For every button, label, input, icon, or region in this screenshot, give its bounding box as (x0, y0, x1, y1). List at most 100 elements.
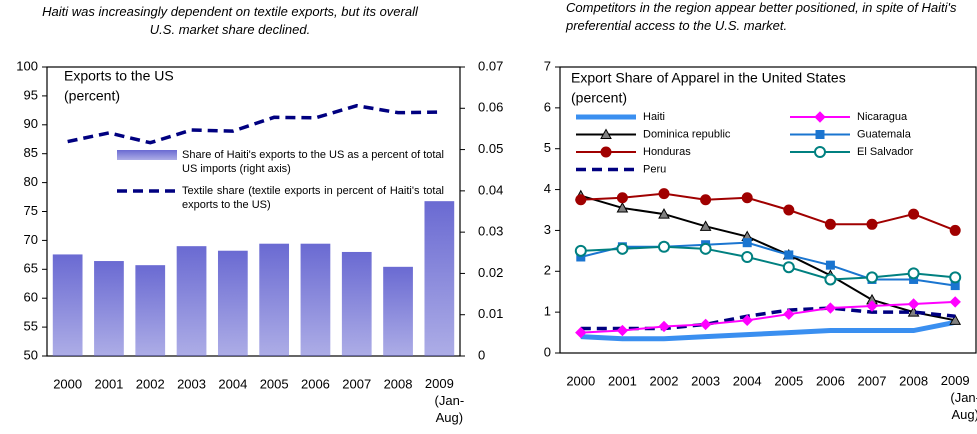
chart-title: Export Share of Apparel in the United St… (571, 70, 846, 86)
x-tick-label: 2003 (691, 373, 720, 388)
marker (616, 242, 629, 255)
x-tick-label: 2004 (733, 373, 762, 388)
x-tick-label: 2004 (218, 376, 247, 391)
legend-label: Peru (643, 163, 666, 175)
legend-swatch (117, 150, 177, 160)
bar (424, 201, 455, 356)
marker (616, 324, 629, 337)
y-tick-label: 7 (544, 58, 551, 73)
y2-tick-label: 0.01 (478, 306, 503, 321)
x-tick-label: 2009(Jan-Aug) (425, 376, 464, 425)
x-tick-label: 2009(Jan-Aug) (941, 373, 977, 422)
marker (616, 201, 629, 213)
marker (741, 192, 753, 204)
line (580, 319, 956, 342)
legend-label: El Salvador (857, 146, 914, 158)
chart-title: Exports to the US (64, 68, 174, 84)
plot-frame (559, 66, 977, 354)
marker (742, 238, 752, 248)
y-tick-label: 65 (24, 261, 38, 276)
marker (908, 208, 920, 220)
legend-label: Dominica republic (643, 128, 731, 140)
marker (658, 240, 670, 253)
marker (782, 261, 795, 274)
bar (383, 266, 413, 356)
bar (135, 265, 166, 356)
bar (52, 254, 83, 356)
x-tick-label: 2007 (342, 376, 371, 391)
marker (949, 314, 962, 325)
x-tick-label: 2001 (94, 376, 123, 391)
line (580, 192, 956, 232)
x-tick-label: 2006 (816, 373, 845, 388)
marker (824, 218, 836, 230)
chart-subtitle: (percent) (64, 88, 120, 104)
y-tick-label: 100 (16, 58, 38, 73)
marker (700, 194, 712, 206)
line (580, 194, 956, 322)
legend-label: Nicaragua (857, 111, 908, 123)
y2-tick-label: 0.06 (478, 100, 503, 115)
bar (300, 243, 331, 356)
caption: Competitors in the region appear better … (566, 0, 957, 33)
y-tick-label: 1 (544, 304, 551, 319)
legend-label: Haiti (643, 111, 665, 123)
marker (784, 250, 794, 260)
y-tick-label: 70 (24, 232, 38, 247)
legend-marker (814, 146, 826, 158)
y2-tick-label: 0.07 (478, 58, 503, 73)
marker (658, 208, 670, 219)
x-tick-label: 2008 (899, 373, 928, 388)
legend-label: Guatemala (857, 128, 912, 140)
y-tick-label: 0 (544, 344, 551, 359)
x-tick-label: 2000 (53, 376, 82, 391)
y-tick-label: 5 (544, 140, 551, 155)
legend-label: Share of Haiti's exports to the US as a … (182, 149, 444, 175)
y-tick-label: 50 (24, 347, 38, 362)
y-tick-label: 80 (24, 174, 38, 189)
y-tick-label: 90 (24, 116, 38, 131)
y-tick-label: 75 (24, 203, 38, 218)
marker (824, 302, 837, 314)
marker (866, 218, 878, 230)
legend-marker (815, 130, 825, 139)
legend-marker (600, 146, 612, 158)
legend-marker (600, 128, 612, 139)
marker (783, 308, 795, 320)
bar (94, 261, 124, 356)
marker (866, 300, 878, 312)
marker (658, 188, 670, 200)
bar (217, 250, 248, 356)
y2-tick-label: 0.02 (478, 265, 503, 280)
y-tick-label: 60 (24, 290, 38, 305)
bar (259, 243, 290, 356)
marker (699, 220, 712, 231)
marker (907, 267, 920, 280)
x-tick-label: 2003 (177, 376, 206, 391)
x-tick-label: 2008 (384, 376, 413, 391)
line (580, 300, 956, 334)
line (580, 241, 956, 287)
marker (616, 192, 628, 204)
x-tick-label: 2005 (774, 373, 803, 388)
marker (824, 273, 837, 286)
x-tick-label: 2000 (566, 373, 595, 388)
y-tick-label: 3 (544, 222, 551, 237)
x-tick-label: 2006 (301, 376, 330, 391)
marker (825, 260, 835, 270)
marker (658, 320, 670, 333)
y2-tick-label: 0.04 (478, 182, 503, 197)
marker (575, 194, 587, 206)
x-tick-label: 2002 (136, 376, 165, 391)
x-tick-label: 2007 (858, 373, 887, 388)
y-tick-label: 95 (24, 87, 38, 102)
legend-marker (814, 111, 826, 123)
y-tick-label: 85 (24, 145, 38, 160)
line (580, 306, 956, 331)
y2-tick-label: 0.05 (478, 141, 503, 156)
y-tick-label: 4 (544, 181, 551, 196)
bar (341, 251, 372, 356)
marker (907, 298, 920, 310)
